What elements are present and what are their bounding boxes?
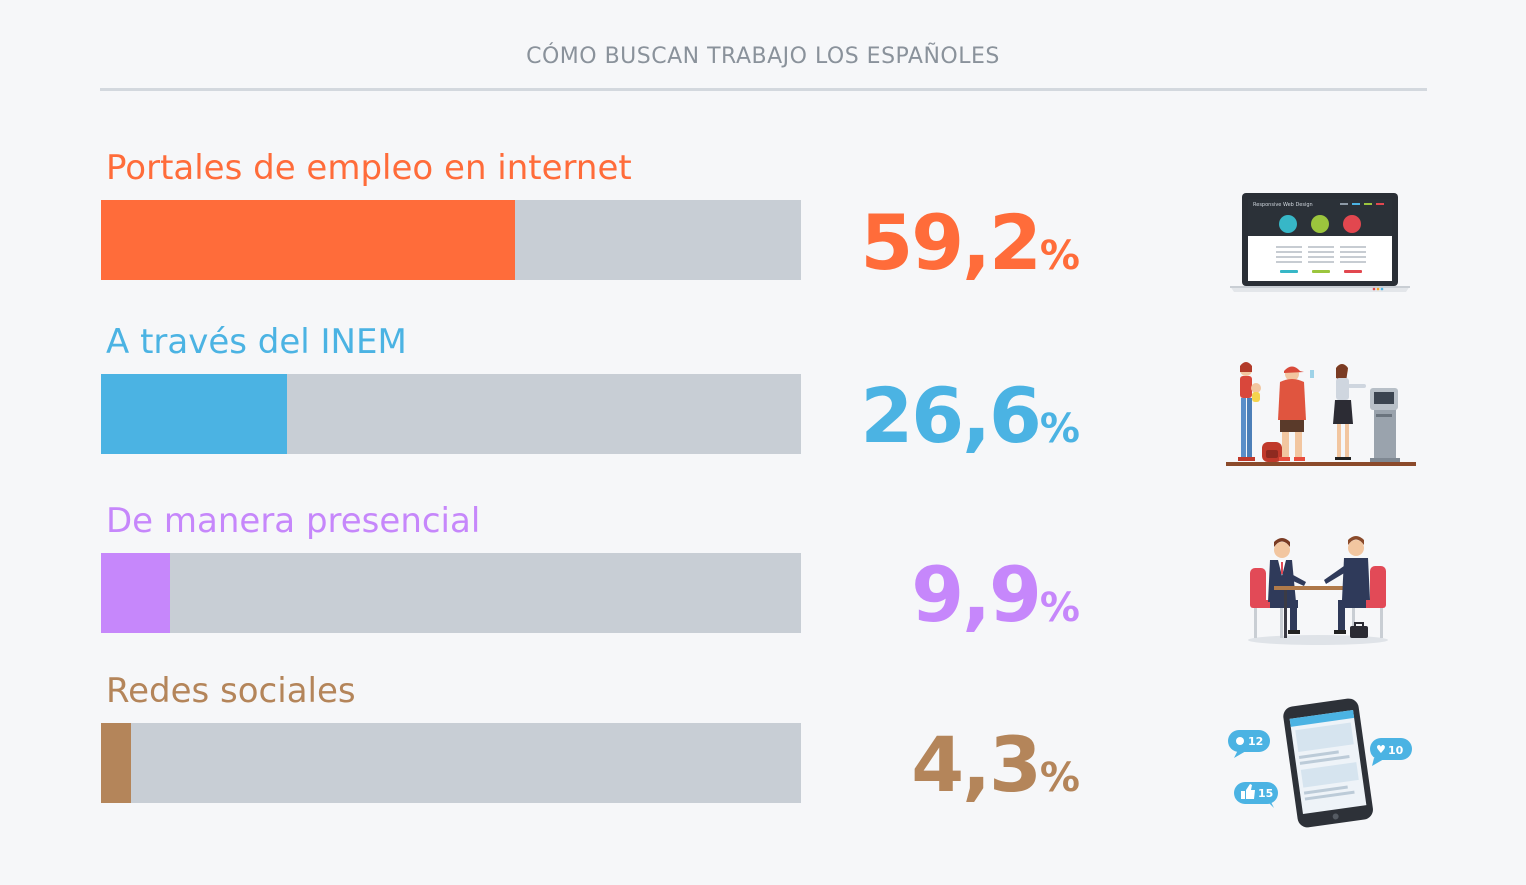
bar-label: Redes sociales [106, 671, 356, 711]
bar-fill [101, 553, 171, 633]
chart-title: CÓMO BUSCAN TRABAJO LOS ESPAÑOLES [526, 44, 1000, 69]
percent-sign: % [1039, 755, 1080, 801]
bar-fill [101, 374, 288, 454]
value-number: 4,3 [911, 720, 1042, 809]
smartphone-social-icon: 12 ♥ 10 15 [1228, 698, 1412, 828]
bar-label: Portales de empleo en internet [106, 148, 632, 188]
value-label: 26,6% [860, 378, 1080, 454]
bar-track [101, 200, 801, 280]
value-label: 59,2% [860, 205, 1080, 281]
percent-sign: % [1039, 585, 1080, 631]
title-divider [100, 88, 1427, 91]
bar-fill [101, 723, 132, 803]
value-label: 4,3% [911, 727, 1080, 803]
thumbs-count: 15 [1258, 787, 1273, 800]
bar-label: A través del INEM [106, 322, 407, 362]
bar-track [101, 723, 801, 803]
value-number: 59,2 [860, 198, 1042, 287]
bar-track [101, 553, 801, 633]
bar-label: De manera presencial [106, 501, 481, 541]
likes-bubble: ♥ 10 [1370, 738, 1412, 766]
percent-sign: % [1039, 233, 1080, 279]
likes-count: 10 [1388, 744, 1404, 757]
laptop-icon: Responsive Web Design [1230, 193, 1410, 292]
value-number: 9,9 [911, 550, 1042, 639]
value-label: 9,9% [911, 557, 1080, 633]
thumbs-bubble: 15 [1234, 782, 1278, 808]
heart-icon: ♥ [1376, 743, 1386, 756]
bar-fill [101, 200, 516, 280]
interview-icon [1248, 536, 1388, 645]
comments-count: 12 [1248, 735, 1263, 748]
value-number: 26,6 [860, 371, 1042, 460]
laptop-screen-text: Responsive Web Design [1253, 202, 1313, 208]
comments-bubble: 12 [1228, 730, 1270, 758]
queue-kiosk-icon [1226, 362, 1416, 466]
percent-sign: % [1039, 406, 1080, 452]
bar-track [101, 374, 801, 454]
